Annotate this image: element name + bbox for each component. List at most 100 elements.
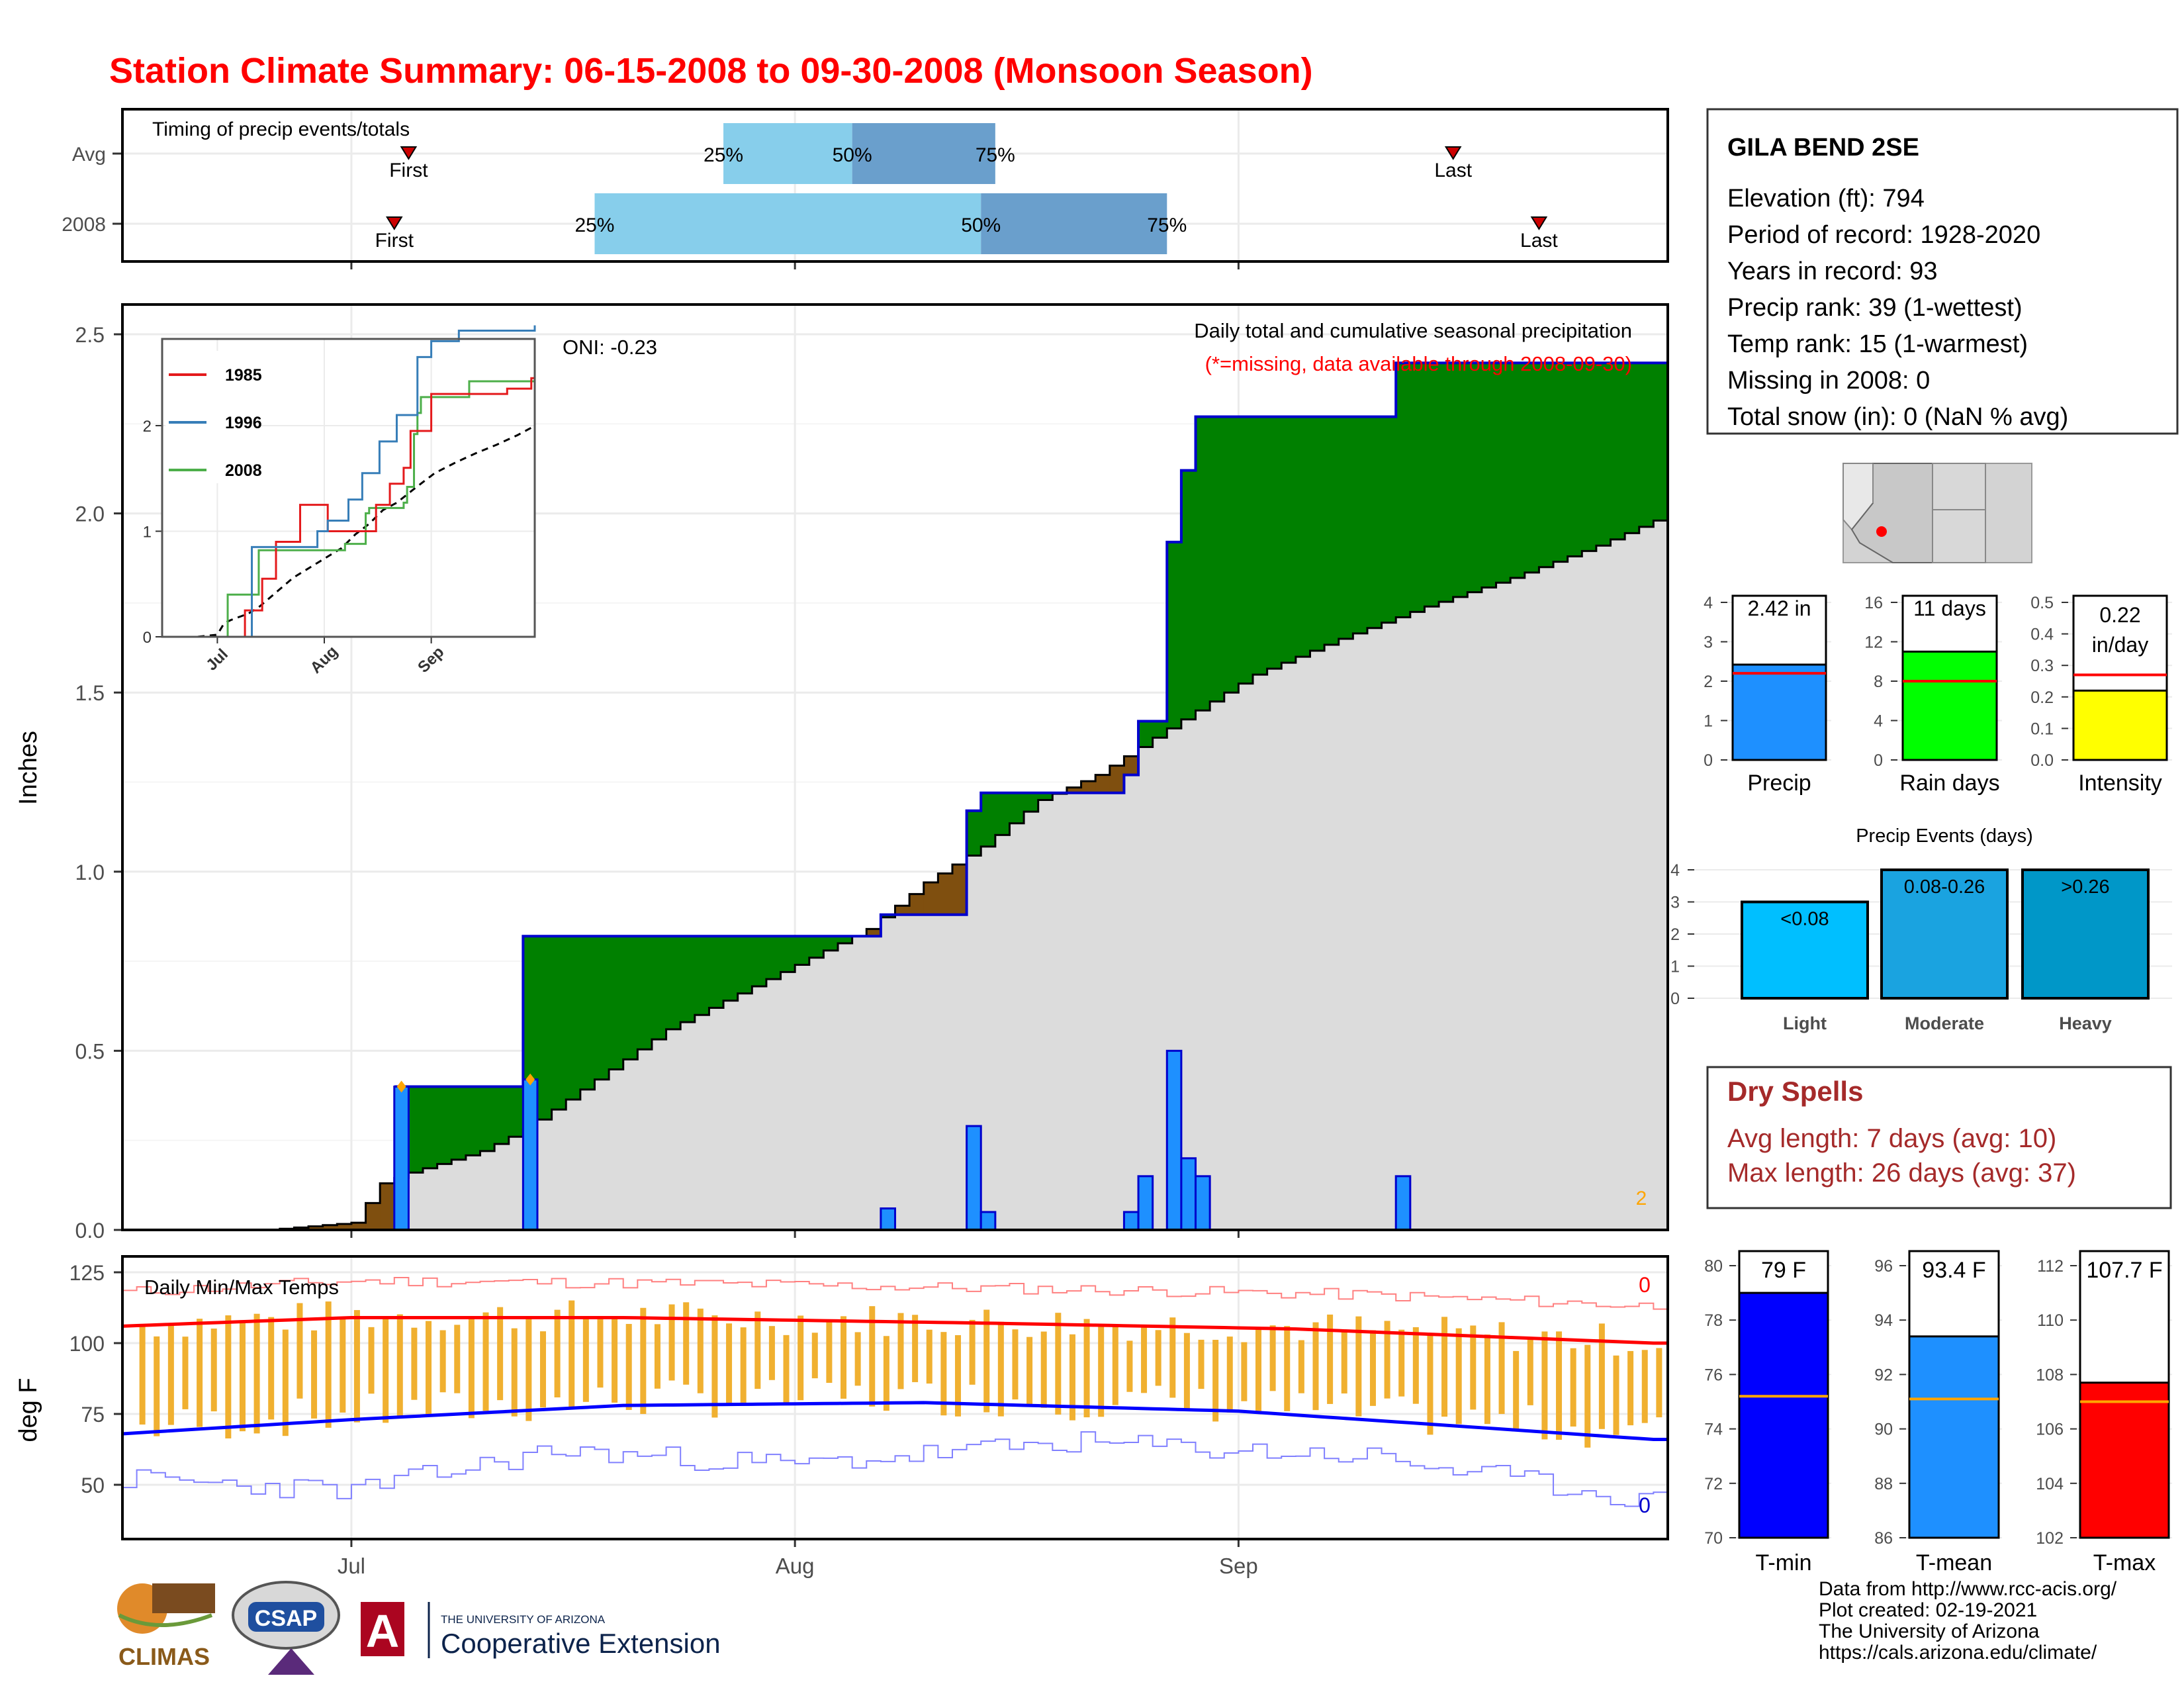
- dry-spells-title: Dry Spells: [1727, 1076, 1863, 1107]
- daily-temp-bar: [253, 1313, 260, 1434]
- daily-temp-bar: [210, 1329, 217, 1412]
- csap-logo: CSAP: [232, 1581, 340, 1675]
- above-normal-area: [823, 936, 839, 951]
- daily-temp-bar: [897, 1313, 904, 1389]
- station-info-line: Period of record: 1928-2020: [1727, 221, 2040, 249]
- above-normal-area: [995, 792, 1010, 835]
- inset-y-label: 1: [143, 524, 152, 541]
- summary-tick-label: 0.2: [2030, 688, 2054, 707]
- daily-temp-bar: [1155, 1330, 1161, 1386]
- above-normal-area: [1653, 363, 1668, 521]
- above-normal-area: [709, 936, 724, 1008]
- summary-tick-label: 0: [1704, 751, 1713, 770]
- legend-label: 2008: [225, 461, 262, 480]
- below-normal-area: [895, 906, 910, 915]
- ua-letter: A: [366, 1605, 400, 1657]
- above-normal-area: [465, 1086, 481, 1156]
- q50-label: 50%: [961, 214, 1001, 236]
- temp-tick-label: 102: [2036, 1529, 2064, 1548]
- daily-precip-bar: [1122, 1211, 1140, 1231]
- above-normal-area: [981, 792, 996, 847]
- above-normal-area: [694, 936, 709, 1015]
- above-normal-area: [437, 1086, 452, 1164]
- daily-precip-bar: [979, 1211, 997, 1231]
- daily-temp-bar: [1183, 1333, 1190, 1409]
- y-tick-label: 1.5: [75, 681, 105, 705]
- daily-temp-bar: [612, 1317, 618, 1403]
- quartile-bar-dark: [981, 193, 1167, 254]
- temp-tick-label: 90: [1874, 1421, 1893, 1439]
- events-tick-label: 0: [1670, 990, 1680, 1008]
- summary-tick-label: 2: [1704, 673, 1713, 691]
- station-name: GILA BEND 2SE: [1727, 134, 1919, 162]
- first-label: First: [389, 160, 428, 181]
- q25-label: 25%: [574, 214, 614, 236]
- temp-plot-area: [122, 1256, 1668, 1539]
- ua-logo: A THE UNIVERSITY OF ARIZONA Cooperative Ex…: [361, 1602, 721, 1659]
- normal-area: [122, 520, 1668, 1230]
- daily-temp-bar: [268, 1317, 275, 1420]
- last-label: Last: [1434, 160, 1472, 181]
- daily-temp-bar: [511, 1328, 518, 1417]
- record-marker: [396, 1080, 406, 1093]
- daily-temp-bar: [1327, 1314, 1334, 1404]
- dry-spells-box: [1706, 1066, 2172, 1209]
- above-normal-area: [1338, 416, 1353, 639]
- daily-temp-bar: [1312, 1322, 1319, 1411]
- map-border: [1872, 463, 1985, 510]
- first-label: First: [375, 230, 414, 252]
- credit-line: The University of Arizona: [1819, 1620, 2040, 1642]
- temp-tick-label: 104: [2036, 1475, 2064, 1493]
- above-normal-area: [1410, 363, 1425, 612]
- temp-summary-bar-chart: 70 72 74 76 78 80 79 F T-min: [1704, 1250, 1831, 1575]
- summary-tick-label: 1: [1704, 712, 1713, 731]
- station-info-line: Temp rank: 15 (1-warmest): [1727, 330, 2028, 358]
- summary-value: 0.22: [2099, 603, 2140, 627]
- daily-temp-bar: [525, 1317, 532, 1421]
- above-normal-area: [809, 936, 824, 958]
- above-normal-area: [780, 936, 796, 972]
- above-normal-area: [1210, 416, 1225, 702]
- summary-bar-chart: 0 4 8 12 16 11 days Rain days: [1864, 594, 2002, 796]
- daily-temp-bar: [854, 1332, 861, 1386]
- daily-temp-bar: [1126, 1340, 1133, 1392]
- summary-tick-label: 0: [1874, 751, 1883, 770]
- daily-temp-bar: [439, 1330, 446, 1393]
- summary-label: Precip: [1747, 771, 1811, 796]
- event-bar-label: 0.08-0.26: [1904, 876, 1985, 898]
- station-info-line: Missing in 2008: 0: [1727, 367, 1930, 395]
- daily-temp-bar: [883, 1336, 889, 1411]
- daily-temp-bar: [396, 1314, 403, 1419]
- daily-temp-bar: [325, 1301, 332, 1428]
- above-normal-area: [1138, 721, 1154, 747]
- daily-temp-bar: [1369, 1330, 1376, 1406]
- daily-temp-bar: [1584, 1344, 1591, 1448]
- timing-frame: [121, 108, 1669, 263]
- summary-tick-label: 0.3: [2030, 657, 2054, 675]
- ua-block: [361, 1602, 404, 1656]
- daily-temp-bar: [841, 1316, 847, 1399]
- daily-temp-bar: [368, 1327, 375, 1394]
- events-tick-label: 2: [1670, 925, 1680, 944]
- daily-temp-bar: [783, 1335, 790, 1404]
- daily-temp-bar: [1484, 1335, 1490, 1425]
- above-normal-area: [1596, 363, 1612, 546]
- daily-temp-bar: [239, 1320, 246, 1432]
- above-normal-area: [838, 936, 853, 944]
- event-category: Heavy: [2059, 1013, 2112, 1033]
- above-normal-area: [680, 936, 696, 1023]
- summary-bar-chart: 0.0 0.1 0.2 0.3 0.4 0.5 0.22 in/day Intensity: [2030, 594, 2172, 796]
- daily-temp-bar: [625, 1324, 632, 1410]
- above-normal-area: [1625, 363, 1640, 534]
- daily-precip-bar: [966, 1125, 982, 1231]
- above-normal-area: [752, 936, 767, 986]
- daily-temp-bar: [1398, 1329, 1405, 1397]
- daily-temp-bar: [740, 1327, 747, 1403]
- inset-y-label: 2: [143, 418, 152, 436]
- csap-badge: [248, 1602, 324, 1632]
- daily-temp-bar: [1026, 1336, 1033, 1405]
- daily-temp-bar: [954, 1335, 961, 1417]
- daily-temp-bar: [1269, 1325, 1276, 1391]
- station-info-line: Precip rank: 39 (1-wettest): [1727, 294, 2023, 322]
